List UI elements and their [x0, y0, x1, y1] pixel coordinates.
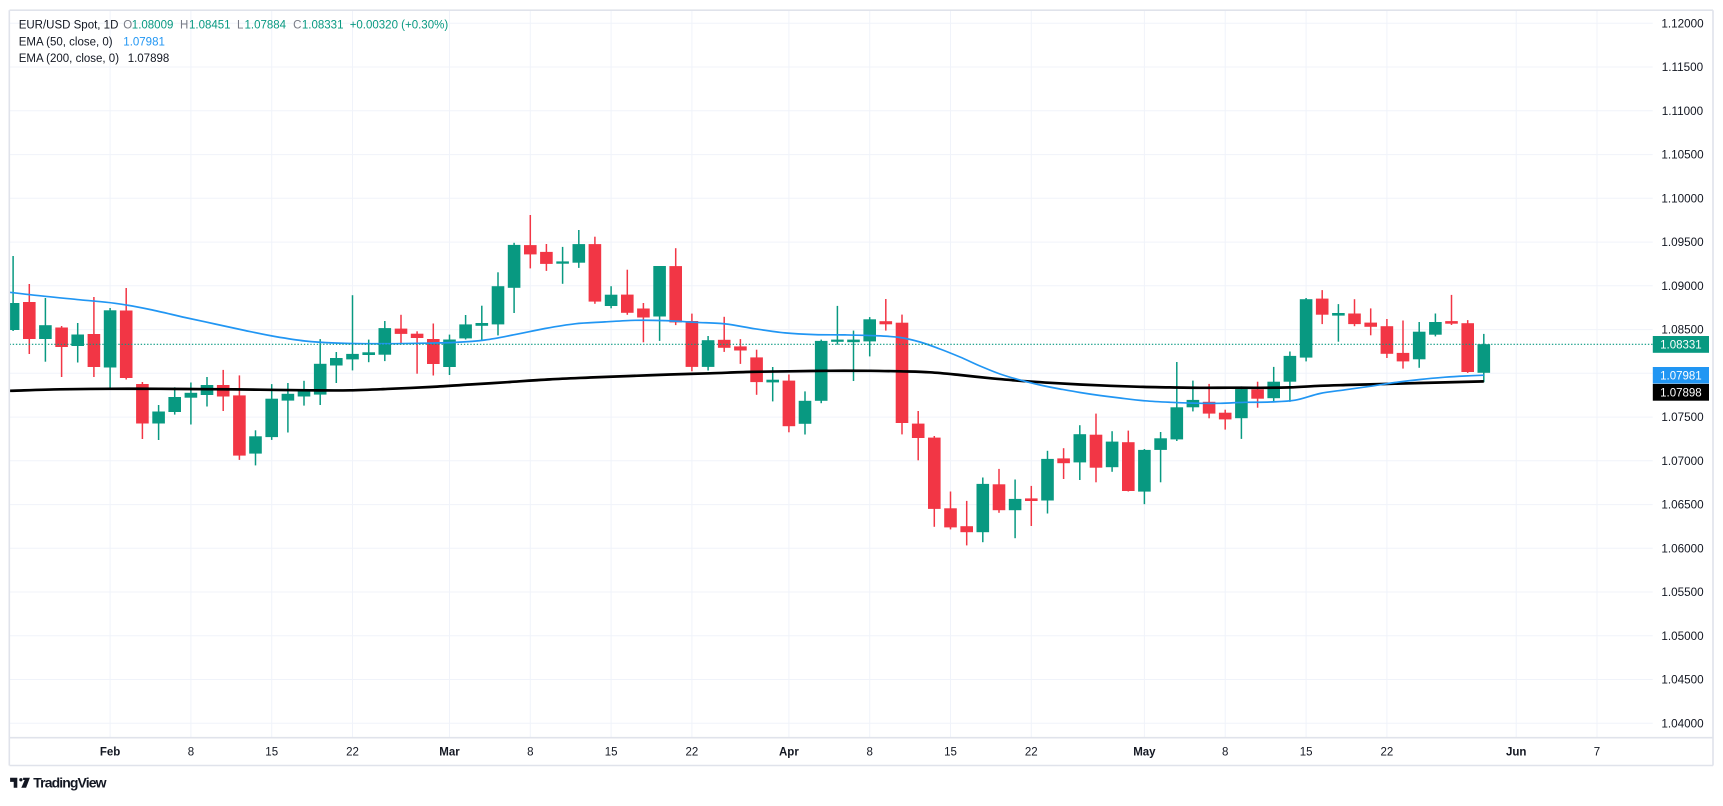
- svg-text:1.09500: 1.09500: [1661, 236, 1704, 249]
- svg-text:1.07981: 1.07981: [123, 37, 165, 49]
- svg-text:1.08500: 1.08500: [1661, 324, 1704, 337]
- svg-text:1.10500: 1.10500: [1661, 149, 1704, 162]
- svg-text:1.07000: 1.07000: [1661, 455, 1704, 468]
- svg-text:1.07898: 1.07898: [1660, 387, 1702, 399]
- svg-text:7: 7: [1594, 747, 1600, 759]
- svg-text:1.08451: 1.08451: [189, 20, 231, 32]
- svg-text:TradingView: TradingView: [33, 774, 106, 790]
- svg-text:1.05000: 1.05000: [1661, 630, 1704, 643]
- svg-text:Jun: Jun: [1506, 747, 1526, 759]
- svg-text:8: 8: [188, 747, 194, 759]
- svg-text:15: 15: [265, 747, 278, 759]
- svg-text:1.08331: 1.08331: [1660, 340, 1702, 352]
- svg-text:22: 22: [1025, 747, 1038, 759]
- svg-text:15: 15: [1300, 747, 1313, 759]
- svg-text:EMA (200, close, 0): EMA (200, close, 0): [19, 53, 120, 65]
- svg-text:+0.00320 (+0.30%): +0.00320 (+0.30%): [350, 20, 449, 32]
- svg-text:1.07884: 1.07884: [245, 20, 287, 32]
- svg-text:8: 8: [527, 747, 533, 759]
- svg-text:1.11000: 1.11000: [1662, 105, 1704, 118]
- svg-text:15: 15: [605, 747, 618, 759]
- svg-text:22: 22: [686, 747, 699, 759]
- svg-text:1.08009: 1.08009: [132, 20, 174, 32]
- svg-text:1.09000: 1.09000: [1661, 280, 1704, 293]
- svg-text:Apr: Apr: [779, 747, 799, 759]
- svg-text:22: 22: [1381, 747, 1394, 759]
- svg-text:C: C: [293, 20, 301, 32]
- svg-text:O: O: [123, 20, 132, 32]
- svg-text:1.07500: 1.07500: [1661, 411, 1704, 424]
- svg-text:EMA (50, close, 0): EMA (50, close, 0): [19, 37, 113, 49]
- svg-text:1.12000: 1.12000: [1661, 17, 1704, 30]
- svg-text:1.04000: 1.04000: [1661, 717, 1704, 730]
- svg-text:1.10000: 1.10000: [1661, 192, 1704, 205]
- svg-text:1.08331: 1.08331: [302, 20, 344, 32]
- svg-text:15: 15: [944, 747, 957, 759]
- svg-text:1.06000: 1.06000: [1661, 542, 1704, 555]
- svg-text:8: 8: [866, 747, 872, 759]
- svg-text:H: H: [180, 20, 188, 32]
- svg-text:22: 22: [346, 747, 359, 759]
- svg-text:1.07981: 1.07981: [1660, 370, 1702, 382]
- svg-text:Feb: Feb: [100, 747, 120, 759]
- svg-text:1.07898: 1.07898: [128, 53, 170, 65]
- svg-text:8: 8: [1222, 747, 1228, 759]
- svg-text:1.05500: 1.05500: [1661, 586, 1704, 599]
- svg-text:1.04500: 1.04500: [1661, 674, 1704, 687]
- svg-text:EUR/USD Spot, 1D: EUR/USD Spot, 1D: [19, 20, 119, 32]
- svg-text:Mar: Mar: [439, 747, 460, 759]
- svg-text:L: L: [237, 20, 244, 32]
- svg-text:1.06500: 1.06500: [1661, 499, 1704, 512]
- svg-text:May: May: [1133, 747, 1156, 759]
- svg-text:1.11500: 1.11500: [1662, 61, 1704, 74]
